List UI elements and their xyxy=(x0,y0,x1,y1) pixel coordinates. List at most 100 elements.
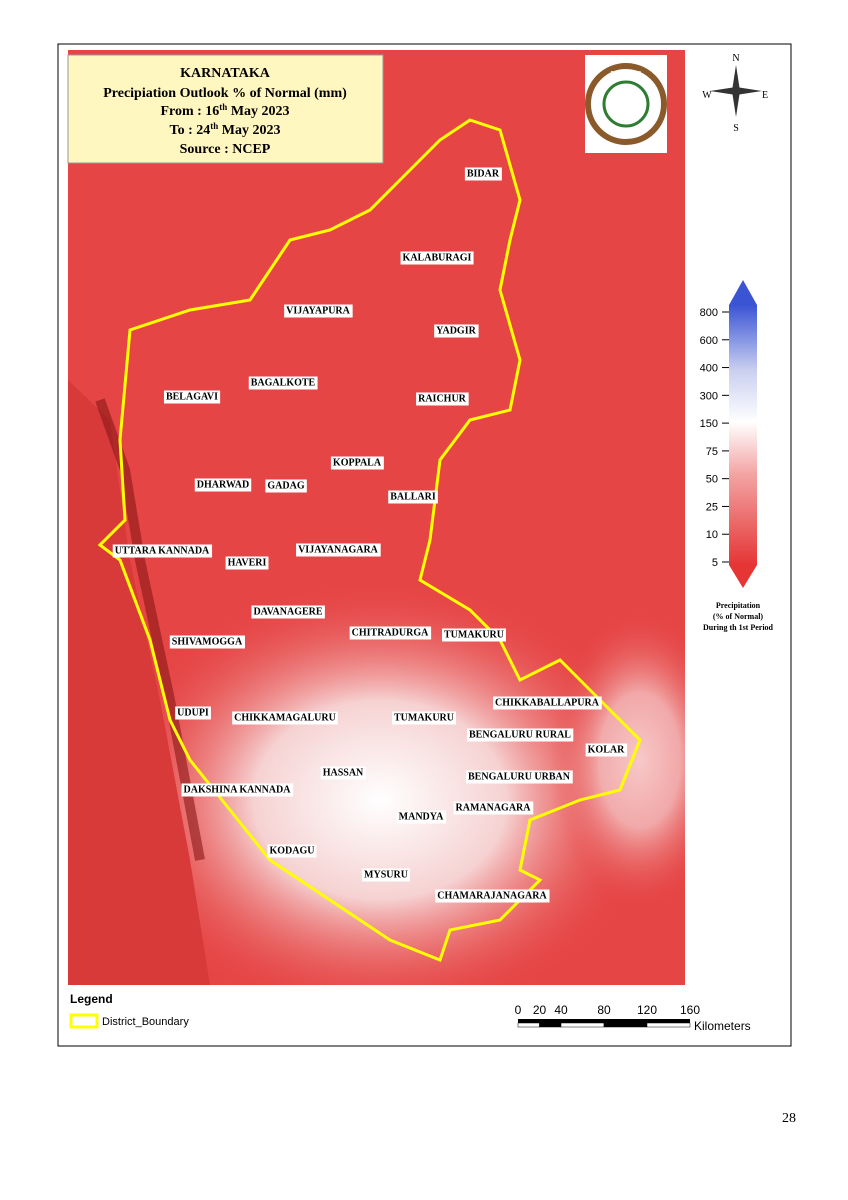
district-label: UDUPI xyxy=(177,708,209,719)
district-label: DAKSHINA KANNADA xyxy=(184,785,292,796)
scale-bar: 0 20 40 80 120 160 Kilometers xyxy=(515,1003,751,1033)
district-label-bg xyxy=(296,543,381,557)
sup: th xyxy=(219,102,227,112)
title-line: Source : NCEP xyxy=(180,142,271,157)
compass: N E S W xyxy=(702,53,768,134)
district-label-bg xyxy=(265,479,307,493)
colorbar-tick-label: 10 xyxy=(706,529,718,541)
district-label: BALLARI xyxy=(390,492,436,503)
district-label: CHIKKAMAGALURU xyxy=(234,713,336,724)
district-label-bg xyxy=(435,889,550,903)
district-label: DHARWAD xyxy=(197,480,249,491)
scale-segment xyxy=(603,1022,648,1028)
district-label: CHIKKABALLAPURA xyxy=(495,698,600,709)
district-label: KODAGU xyxy=(270,846,315,857)
district-label-bg xyxy=(453,801,534,815)
legend-item: District_Boundary xyxy=(102,1016,189,1028)
district-labels: BIDAR KALABURAGI VIJAYAPURA YADGIR BAGALKOTE… xyxy=(112,167,628,903)
colorbar-tick-label: 150 xyxy=(700,418,718,430)
scale-tick-label: 40 xyxy=(554,1003,568,1017)
district-label-bg xyxy=(349,626,432,640)
colorbar-title-line: During th 1st Period xyxy=(703,623,774,632)
scale-tick-label: 20 xyxy=(533,1003,547,1017)
colorbar-arrow xyxy=(729,565,757,588)
district-label: KOLAR xyxy=(588,745,625,756)
district-label: YADGIR xyxy=(436,326,476,337)
district-label-bg xyxy=(467,728,574,742)
district-label-bg xyxy=(434,324,479,338)
scale-tick-label: 80 xyxy=(597,1003,611,1017)
sup: th xyxy=(210,121,218,131)
district-label: SHIVAMOGGA xyxy=(172,637,243,648)
colorbar-title: Precipitation (% of Normal) During th 1s… xyxy=(703,601,774,632)
wet-zone xyxy=(550,610,685,910)
scale-segment xyxy=(539,1022,562,1028)
scale-unit: Kilometers xyxy=(694,1019,751,1033)
district-label-bg xyxy=(284,304,353,318)
district-label-bg xyxy=(248,376,318,390)
district-label-bg xyxy=(330,456,384,470)
colorbar-ticks: 800 600 400 300 150 75 50 25 10 5 xyxy=(700,307,729,569)
logo-text: KSNDMC xyxy=(610,70,641,78)
district-label: UTTARA KANNADA xyxy=(115,546,210,557)
legend-swatch xyxy=(69,1013,99,1029)
district-label: RAMANAGARA xyxy=(456,803,532,814)
district-label-bg xyxy=(112,544,213,558)
district-label-bg xyxy=(362,868,410,882)
district-label-bg xyxy=(232,711,338,725)
district-label: TUMAKURU xyxy=(394,713,454,724)
compass-needle xyxy=(710,87,762,95)
colorbar-tick-label: 50 xyxy=(706,474,718,486)
district-label-bg xyxy=(466,770,573,784)
to: To : 24 xyxy=(170,123,211,138)
compass-w: W xyxy=(702,90,712,101)
title-box xyxy=(67,54,384,164)
sea xyxy=(68,380,210,985)
scale-segment xyxy=(561,1019,604,1023)
district-label-bg xyxy=(464,167,502,181)
district-label-bg xyxy=(175,706,211,720)
date: May 2023 xyxy=(218,123,280,138)
scale-segment xyxy=(647,1019,690,1023)
compass-s: S xyxy=(733,123,739,134)
logo xyxy=(585,63,667,145)
state-boundary xyxy=(97,118,642,962)
legend-title: Legend xyxy=(70,992,113,1006)
district-label-bg xyxy=(169,635,245,649)
district-label: MANDYA xyxy=(399,812,444,823)
district-label-bg xyxy=(400,251,474,265)
scale-segment xyxy=(560,1022,605,1028)
scale-segment xyxy=(604,1019,647,1023)
scale-segment xyxy=(539,1019,561,1023)
district-label-bg xyxy=(416,392,469,406)
colorbar-title-line: (% of Normal) xyxy=(713,612,764,621)
district-label: RAICHUR xyxy=(418,394,467,405)
colorbar-tick-label: 25 xyxy=(706,501,718,513)
frame xyxy=(57,43,792,1047)
district-label: BENGALURU RURAL xyxy=(469,730,571,741)
district-label-bg xyxy=(181,783,294,797)
district-label-bg xyxy=(163,390,221,404)
district-label: BENGALURU URBAN xyxy=(468,772,571,783)
scale-segment xyxy=(517,1022,540,1028)
colorbar-tick-label: 800 xyxy=(700,307,718,319)
colorbar-tick-label: 400 xyxy=(700,363,718,375)
district-label-bg xyxy=(320,766,367,780)
title-line: From : 16th May 2023 xyxy=(160,102,289,119)
scale-tick-label: 160 xyxy=(680,1003,700,1017)
district-label: TUMAKURU xyxy=(444,630,504,641)
scale-tick-label: 120 xyxy=(637,1003,657,1017)
district-label-bg xyxy=(442,628,506,642)
colorbar-title-line: Precipitation xyxy=(716,601,761,610)
district-label-bg xyxy=(225,556,269,570)
district-label: BELAGAVI xyxy=(166,392,218,403)
scale-segment xyxy=(518,1019,540,1023)
compass-e: E xyxy=(762,90,768,101)
district-label-bg xyxy=(251,605,325,619)
title-line: Precipiation Outlook % of Normal (mm) xyxy=(103,86,347,101)
district-label: MYSURU xyxy=(364,870,408,881)
map: BIDAR KALABURAGI VIJAYAPURA YADGIR BAGALKOTE… xyxy=(68,50,685,985)
district-label: CHITRADURGA xyxy=(352,628,429,639)
coast-shade xyxy=(95,398,205,861)
